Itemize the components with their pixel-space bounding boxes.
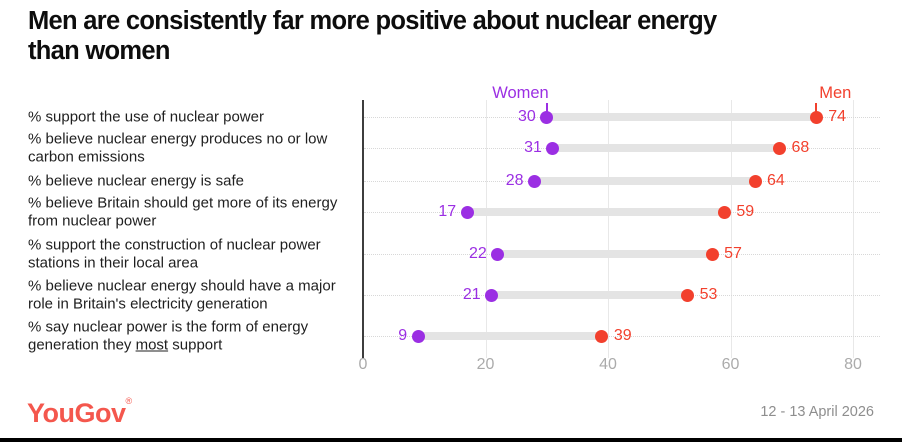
dumbbell-bar bbox=[497, 250, 713, 258]
legend-men-tick bbox=[815, 103, 818, 112]
yougov-logo: YouGov® bbox=[27, 396, 132, 429]
women-dot bbox=[546, 141, 560, 155]
y-axis-line bbox=[362, 100, 364, 358]
women-dot bbox=[528, 174, 541, 188]
bottom-accent-bar bbox=[0, 438, 902, 442]
dumbbell-bar bbox=[546, 113, 817, 121]
men-dot bbox=[773, 141, 786, 155]
legend-women-label: Women bbox=[492, 84, 549, 102]
x-axis-tick-label-60: 60 bbox=[721, 356, 740, 373]
legend-women-tick bbox=[545, 103, 548, 112]
category-label: % support the construction of nuclear po… bbox=[28, 236, 321, 272]
men-value: 57 bbox=[724, 245, 742, 262]
x-axis-tick-label-80: 80 bbox=[844, 356, 862, 373]
men-value: 53 bbox=[699, 286, 718, 303]
men-dot bbox=[717, 205, 731, 219]
yougov-logo-text: YouGov bbox=[27, 398, 126, 428]
men-value: 39 bbox=[613, 327, 632, 344]
women-dot bbox=[460, 205, 474, 219]
row-guide-line bbox=[364, 336, 880, 337]
women-value: 22 bbox=[468, 245, 487, 262]
dumbbell-bar bbox=[534, 177, 755, 185]
women-value: 28 bbox=[505, 172, 524, 189]
men-dot bbox=[705, 247, 719, 261]
men-value: 74 bbox=[828, 108, 847, 125]
x-axis-tick-label-0: 0 bbox=[358, 356, 368, 373]
women-value: 21 bbox=[462, 286, 481, 303]
men-dot bbox=[748, 174, 762, 188]
legend-men-label: Men bbox=[819, 84, 852, 102]
men-value: 59 bbox=[736, 203, 755, 220]
chart-title: Men are consistently far more positive a… bbox=[28, 7, 717, 65]
women-dot bbox=[485, 288, 499, 302]
underlined-word: most bbox=[135, 336, 169, 353]
category-label: % believe nuclear energy is safe bbox=[28, 172, 244, 190]
women-dot bbox=[491, 247, 505, 261]
grid-line-20 bbox=[485, 100, 487, 358]
women-dot bbox=[411, 329, 425, 343]
category-label: % believe Britain should get more of its… bbox=[28, 194, 338, 230]
x-axis-tick-label-40: 40 bbox=[599, 356, 617, 373]
dumbbell-bar bbox=[491, 291, 688, 299]
survey-date: 12 - 13 April 2026 bbox=[760, 404, 874, 420]
men-value: 68 bbox=[791, 139, 810, 156]
grid-line-60 bbox=[730, 100, 732, 358]
women-value: 17 bbox=[438, 203, 457, 220]
men-dot bbox=[681, 288, 695, 302]
grid-line-80 bbox=[853, 100, 854, 358]
dumbbell-bar bbox=[467, 208, 725, 216]
category-label: % support the use of nuclear power bbox=[28, 108, 264, 126]
women-dot bbox=[540, 110, 554, 124]
x-axis-tick-label-20: 20 bbox=[476, 356, 495, 373]
women-value: 9 bbox=[398, 327, 408, 344]
women-value: 30 bbox=[517, 108, 536, 125]
category-label: % believe nuclear energy produces no or … bbox=[28, 130, 328, 166]
dumbbell-bar bbox=[418, 332, 602, 340]
men-value: 64 bbox=[767, 172, 785, 189]
category-label: % believe nuclear energy should have a m… bbox=[28, 277, 336, 313]
grid-line-40 bbox=[608, 100, 609, 358]
men-dot bbox=[809, 110, 823, 124]
women-value: 31 bbox=[524, 139, 542, 156]
dumbbell-bar bbox=[552, 144, 780, 152]
registered-mark: ® bbox=[125, 396, 133, 406]
category-label: % say nuclear power is the form of energ… bbox=[28, 318, 309, 354]
men-dot bbox=[595, 329, 609, 343]
